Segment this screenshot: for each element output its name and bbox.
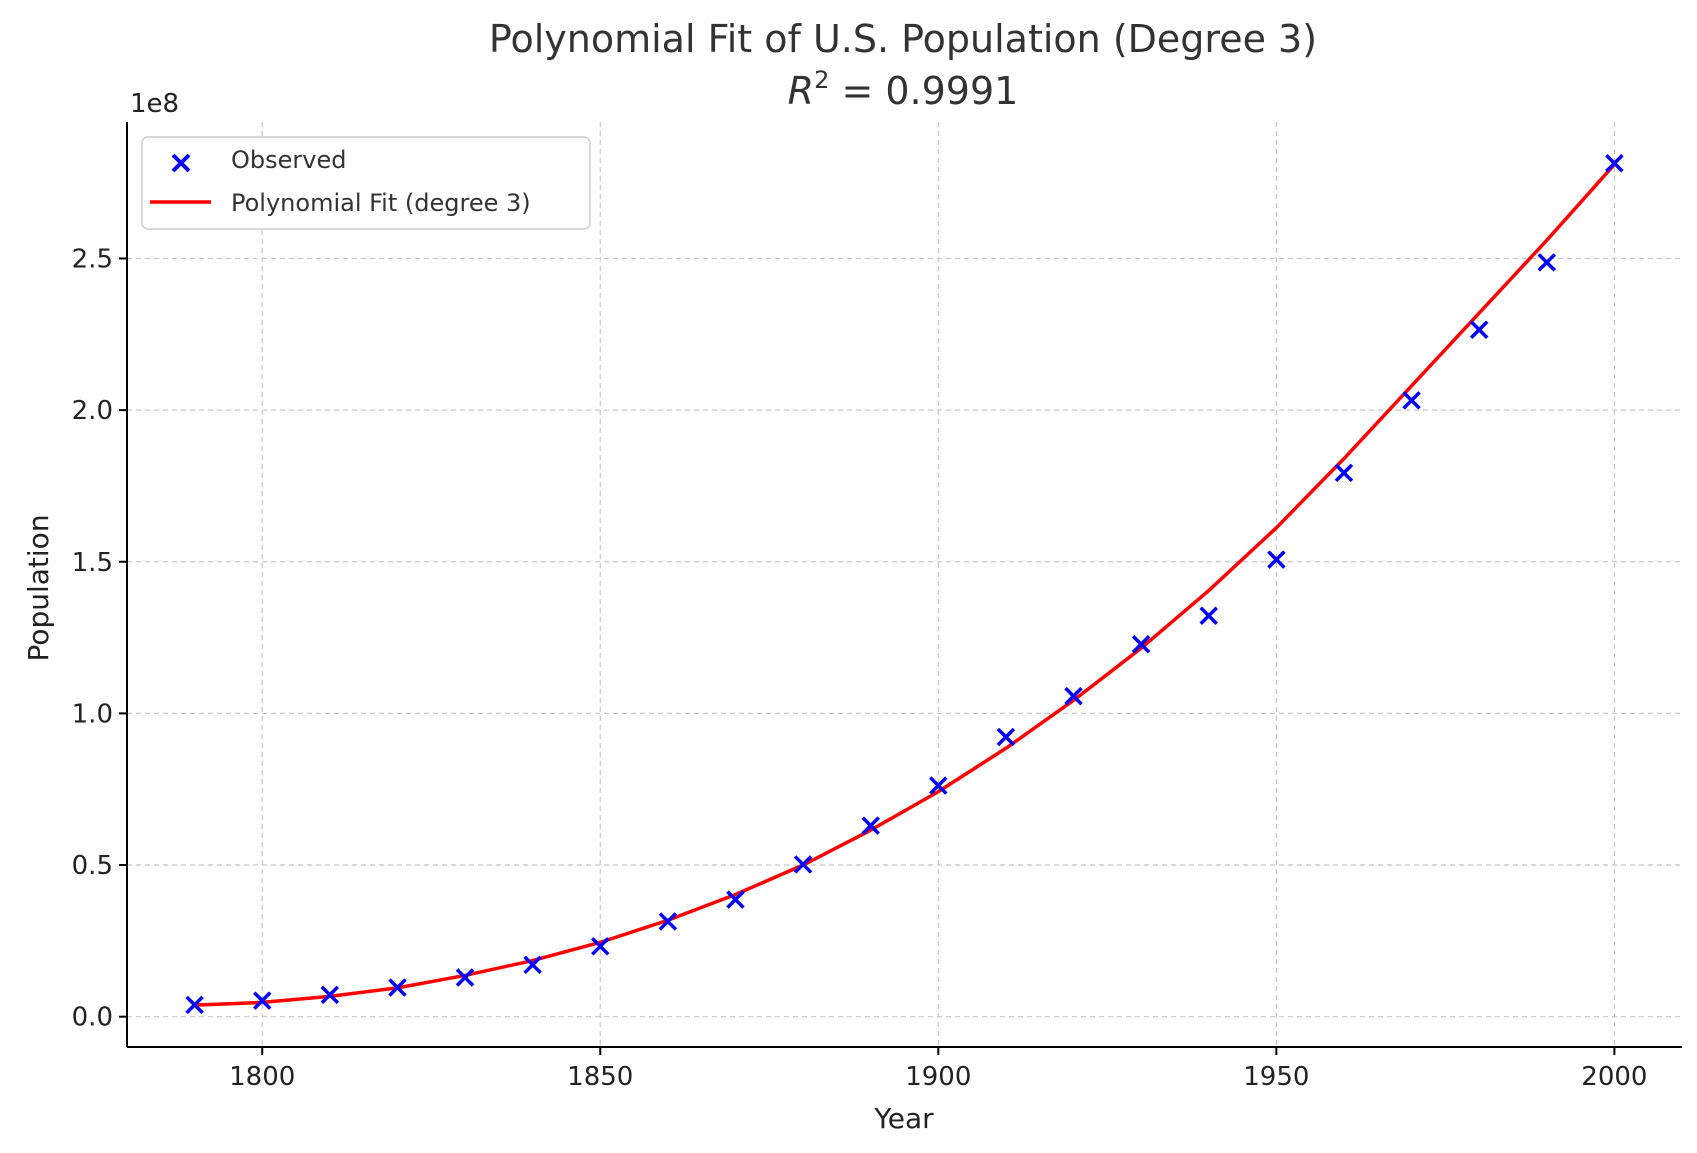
observed-point — [1605, 154, 1624, 173]
chart-subtitle: R2 = 0.9991 — [788, 66, 1019, 113]
offset-label: 1e8 — [130, 89, 179, 119]
observed-point — [320, 985, 340, 1005]
observed-point — [929, 776, 948, 795]
observed-point — [591, 937, 610, 956]
observed-point — [1199, 606, 1218, 625]
observed-point — [726, 890, 745, 909]
observed-point — [252, 991, 272, 1010]
x-axis-ticks: 1800 1850 1900 1950 2000 — [229, 1047, 1647, 1092]
y-axis-ticks: 0.0 0.5 1.0 1.5 2.0 2.5 — [72, 244, 127, 1033]
legend: Observed Polynomial Fit (degree 3) — [141, 136, 591, 230]
legend-observed-marker — [171, 153, 191, 173]
subtitle-rhs: = 0.9991 — [829, 69, 1018, 113]
observed-markers-layer — [185, 154, 1624, 1015]
observed-point — [1131, 635, 1151, 654]
observed-point — [523, 955, 542, 975]
observed-point — [793, 855, 813, 874]
legend-observed-label: Observed — [231, 146, 346, 174]
x-tick-label: 1900 — [905, 1062, 971, 1092]
x-axis-label: Year — [873, 1102, 934, 1135]
x-tick-label: 1800 — [229, 1062, 295, 1092]
observed-point — [996, 727, 1016, 747]
legend-fit-label: Polynomial Fit (degree 3) — [231, 189, 531, 217]
observed-point — [1267, 550, 1286, 569]
x-tick-label: 2000 — [1581, 1062, 1647, 1092]
observed-point — [1334, 463, 1354, 483]
subtitle-sup: 2 — [814, 66, 829, 94]
x-tick-label: 1850 — [567, 1062, 633, 1092]
grid — [127, 122, 1682, 1047]
y-tick-label: 2.5 — [72, 244, 113, 274]
y-axis-label: Population — [22, 514, 55, 661]
observed-point — [658, 912, 678, 931]
fit-line — [194, 163, 1616, 1007]
y-tick-label: 0.0 — [72, 1003, 113, 1033]
x-tick-label: 1950 — [1243, 1062, 1309, 1092]
fit-line-layer — [194, 163, 1616, 1007]
subtitle-r: R — [788, 69, 814, 113]
observed-point — [185, 995, 204, 1015]
observed-point — [455, 968, 475, 987]
y-tick-label: 2.0 — [72, 396, 113, 426]
y-tick-label: 1.0 — [72, 699, 113, 729]
observed-point — [388, 978, 407, 997]
observed-point — [1537, 253, 1557, 272]
observed-point — [1402, 391, 1421, 410]
y-tick-label: 0.5 — [72, 851, 113, 881]
observed-point — [1064, 686, 1083, 706]
chart-title: Polynomial Fit of U.S. Population (Degre… — [489, 17, 1317, 61]
observed-point — [861, 816, 880, 835]
y-tick-label: 1.5 — [72, 548, 113, 578]
observed-point — [1469, 320, 1489, 339]
legend-box — [141, 136, 591, 230]
